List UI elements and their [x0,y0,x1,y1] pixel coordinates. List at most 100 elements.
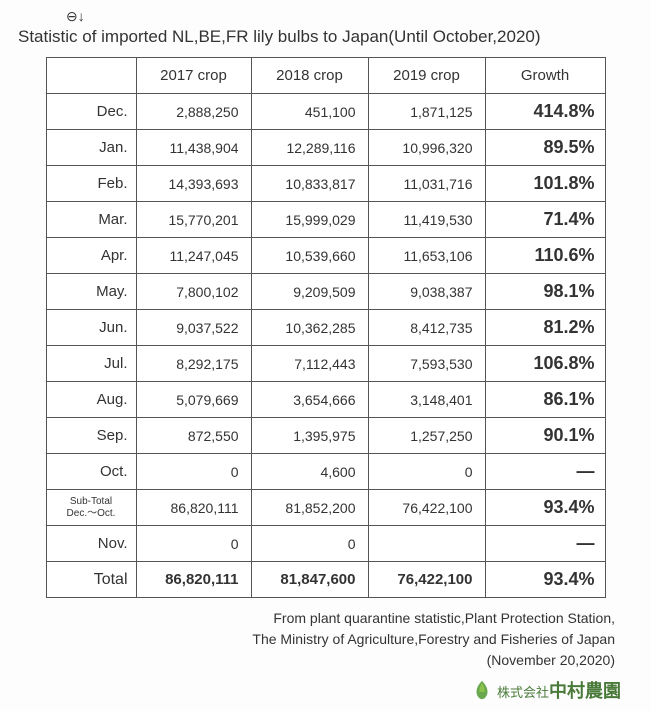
col-blank [46,58,136,94]
cell-value: 0 [136,454,251,490]
source-line3: (November 20,2020) [487,652,615,668]
row-label: May. [46,274,136,310]
cell-value: 9,038,387 [368,274,485,310]
table-row: Dec.2,888,250451,1001,871,125414.8% [46,94,605,130]
cell-value: 2,888,250 [136,94,251,130]
cell-value: 1,871,125 [368,94,485,130]
col-2018: 2018 crop [251,58,368,94]
row-label: Total [46,562,136,598]
cell-value: 5,079,669 [136,382,251,418]
cell-value: 15,770,201 [136,202,251,238]
source-line2: The Ministry of Agriculture,Forestry and… [252,631,615,647]
cell-value: 11,247,045 [136,238,251,274]
col-2019: 2019 crop [368,58,485,94]
cell-growth: 90.1% [485,418,605,454]
table-row: Jul.8,292,1757,112,4437,593,530106.8% [46,346,605,382]
cell-growth: 71.4% [485,202,605,238]
table-row: Apr.11,247,04510,539,66011,653,106110.6% [46,238,605,274]
cell-value: 8,412,735 [368,310,485,346]
row-label: Jul. [46,346,136,382]
table-row: Nov.00— [46,526,605,562]
row-label: Dec. [46,94,136,130]
cell-growth: — [485,454,605,490]
cell-value: 10,362,285 [251,310,368,346]
cell-value: 3,148,401 [368,382,485,418]
cell-value: 10,539,660 [251,238,368,274]
cell-value: 872,550 [136,418,251,454]
table-row: Mar.15,770,20115,999,02911,419,53071.4% [46,202,605,238]
row-label: Mar. [46,202,136,238]
cell-value: 11,031,716 [368,166,485,202]
cell-value: 7,800,102 [136,274,251,310]
source-citation: From plant quarantine statistic,Plant Pr… [16,608,615,671]
cell-growth: 93.4% [485,562,605,598]
col-2017: 2017 crop [136,58,251,94]
table-row: Jan.11,438,90412,289,11610,996,32089.5% [46,130,605,166]
cell-value: 76,422,100 [368,490,485,526]
company-name: 株式会社中村農園 [497,677,621,703]
row-label: Aug. [46,382,136,418]
cell-growth: 86.1% [485,382,605,418]
cell-value: 9,209,509 [251,274,368,310]
cell-value: 81,852,200 [251,490,368,526]
cell-value: 11,419,530 [368,202,485,238]
company-prefix: 株式会社 [497,685,549,700]
cell-value [368,526,485,562]
table-row: Oct.04,6000— [46,454,605,490]
cell-growth: 93.4% [485,490,605,526]
page-title: Statistic of imported NL,BE,FR lily bulb… [18,27,635,47]
footer: 株式会社中村農園 [16,677,621,703]
row-label: Jan. [46,130,136,166]
cell-value: 86,820,111 [136,562,251,598]
row-label: Apr. [46,238,136,274]
cell-value: 7,593,530 [368,346,485,382]
cell-value: 7,112,443 [251,346,368,382]
cell-value: 86,820,111 [136,490,251,526]
cell-value: 9,037,522 [136,310,251,346]
table-row: May.7,800,1029,209,5099,038,38798.1% [46,274,605,310]
source-line1: From plant quarantine statistic,Plant Pr… [273,610,615,626]
table-row: Total86,820,11181,847,60076,422,10093.4% [46,562,605,598]
cell-growth: 106.8% [485,346,605,382]
cell-value: 11,438,904 [136,130,251,166]
table-header-row: 2017 crop 2018 crop 2019 crop Growth [46,58,605,94]
cell-value: 0 [136,526,251,562]
cell-value: 11,653,106 [368,238,485,274]
cell-value: 1,395,975 [251,418,368,454]
row-label: Oct. [46,454,136,490]
cell-value: 1,257,250 [368,418,485,454]
cell-value: 76,422,100 [368,562,485,598]
cell-value: 12,289,116 [251,130,368,166]
row-label: Sep. [46,418,136,454]
cell-growth: 81.2% [485,310,605,346]
top-symbol: ⊖↓ [66,8,635,25]
cell-growth: 110.6% [485,238,605,274]
cell-value: 10,833,817 [251,166,368,202]
cell-growth: 414.8% [485,94,605,130]
cell-value: 14,393,693 [136,166,251,202]
cell-value: 10,996,320 [368,130,485,166]
table-row: Aug.5,079,6693,654,6663,148,40186.1% [46,382,605,418]
row-label: Nov. [46,526,136,562]
company-logo-icon [471,679,493,701]
col-growth: Growth [485,58,605,94]
cell-value: 451,100 [251,94,368,130]
cell-value: 0 [368,454,485,490]
cell-value: 3,654,666 [251,382,368,418]
table-row: Sub-TotalDec.～Oct.86,820,11181,852,20076… [46,490,605,526]
table-row: Feb.14,393,69310,833,81711,031,716101.8% [46,166,605,202]
cell-value: 4,600 [251,454,368,490]
table-row: Jun.9,037,52210,362,2858,412,73581.2% [46,310,605,346]
statistics-table: 2017 crop 2018 crop 2019 crop Growth Dec… [46,57,606,598]
cell-growth: 89.5% [485,130,605,166]
cell-growth: — [485,526,605,562]
row-label: Sub-TotalDec.～Oct. [46,490,136,526]
cell-value: 81,847,600 [251,562,368,598]
cell-value: 8,292,175 [136,346,251,382]
row-label: Feb. [46,166,136,202]
row-label: Jun. [46,310,136,346]
cell-value: 0 [251,526,368,562]
cell-growth: 101.8% [485,166,605,202]
company-main-name: 中村農園 [549,681,621,701]
cell-growth: 98.1% [485,274,605,310]
